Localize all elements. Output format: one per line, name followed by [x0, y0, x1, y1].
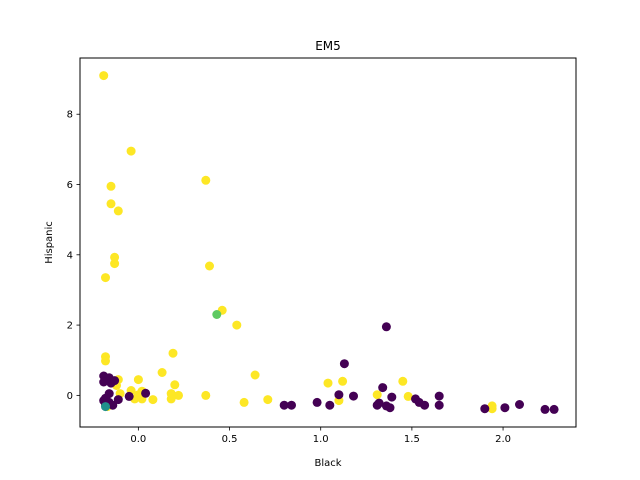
scatter-point	[372, 390, 382, 400]
scatter-point	[166, 394, 176, 404]
scatter-point	[106, 181, 116, 191]
scatter-point	[239, 397, 249, 407]
scatter-point	[334, 390, 344, 400]
scatter-point	[385, 403, 395, 413]
x-tick-label: 1.5	[404, 434, 420, 445]
scatter-point	[99, 71, 109, 81]
scatter-point	[101, 273, 110, 283]
scatter-point	[108, 400, 118, 410]
scatter-point	[487, 404, 497, 414]
scatter-point	[263, 395, 273, 405]
scatter-point	[420, 400, 430, 410]
scatter-point	[232, 320, 242, 330]
scatter-point	[201, 175, 211, 185]
scatter-point	[157, 368, 167, 377]
scatter-point	[110, 376, 120, 386]
scatter-point	[124, 391, 134, 401]
scatter-point	[480, 404, 490, 414]
scatter-point	[133, 375, 143, 385]
scatter-point	[113, 206, 123, 216]
scatter-point	[113, 395, 123, 405]
scatter-point	[174, 390, 183, 400]
scatter-point	[110, 252, 120, 262]
scatter-point	[99, 377, 109, 387]
scatter-point	[168, 348, 178, 358]
scatter-point	[338, 376, 348, 386]
scatter-point	[515, 400, 524, 409]
x-tick-label: 0.0	[130, 434, 146, 445]
scatter-point	[312, 397, 322, 407]
scatter-point	[325, 400, 335, 410]
scatter-point	[101, 356, 110, 366]
scatter-point	[387, 392, 397, 402]
x-tick-label: 0.5	[222, 434, 238, 445]
y-tick-label: 2	[67, 321, 73, 332]
scatter-point	[500, 403, 510, 413]
scatter-point	[250, 370, 260, 380]
scatter-point	[549, 404, 559, 414]
scatter-point	[126, 146, 136, 156]
x-axis-label: Black	[314, 458, 341, 469]
y-tick-label: 4	[67, 250, 73, 261]
scatter-point	[110, 259, 120, 269]
y-tick-label: 0	[67, 391, 73, 402]
plot-frame	[79, 57, 577, 428]
y-tick-label: 6	[67, 180, 73, 191]
scatter-point	[141, 388, 151, 398]
scatter-point	[540, 404, 550, 414]
scatter-point	[201, 390, 211, 400]
scatter-point	[323, 378, 333, 388]
scatter-point	[381, 322, 391, 332]
x-axis-ticks: 0.0 0.5 1.0 1.5 2.0	[130, 427, 511, 445]
scatter-point	[170, 380, 180, 390]
y-tick-label: 8	[67, 110, 73, 121]
scatter-point	[349, 391, 358, 401]
x-tick-label: 1.0	[313, 434, 329, 445]
scatter-point	[434, 391, 444, 401]
scatter-point	[279, 400, 289, 410]
scatter-point	[148, 395, 158, 405]
scatter-point	[403, 391, 413, 401]
scatter-point	[205, 261, 214, 271]
data-points	[99, 71, 559, 414]
scatter-point	[374, 398, 384, 408]
scatter-point	[378, 383, 388, 393]
y-axis-label: Hispanic	[44, 221, 55, 264]
scatter-point	[101, 402, 110, 412]
scatter-point	[434, 400, 444, 410]
scatter-point	[212, 310, 222, 319]
y-axis-ticks: 0 2 4 6 8	[67, 110, 80, 402]
scatter-point	[339, 359, 349, 369]
x-tick-label: 2.0	[495, 434, 511, 445]
chart-title: EM5	[315, 39, 341, 53]
scatter-point	[106, 199, 116, 209]
scatter-point	[398, 376, 408, 386]
scatter-point	[287, 400, 296, 410]
